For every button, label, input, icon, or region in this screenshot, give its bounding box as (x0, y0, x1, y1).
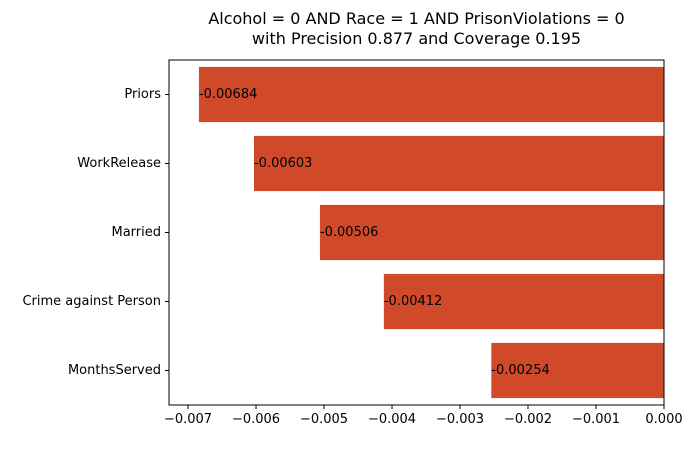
data-label: -0.00254 (491, 363, 549, 378)
x-tick-label: −0.001 (572, 412, 620, 427)
y-tick-label: MonthsServed (68, 363, 161, 378)
bar (319, 204, 664, 261)
bar (491, 342, 664, 399)
data-label: -0.00412 (384, 294, 442, 309)
x-tick-label: −0.006 (232, 412, 280, 427)
data-label: -0.00684 (199, 87, 257, 102)
chart-title: Alcohol = 0 AND Race = 1 AND PrisonViola… (208, 9, 624, 48)
x-tick-label: −0.005 (300, 412, 348, 427)
data-label: -0.00603 (254, 156, 312, 171)
x-tick-label: −0.003 (436, 412, 484, 427)
y-axis: Priors WorkRelease Married Crime against Pe… (22, 87, 169, 378)
plot-frame-border (168, 59, 665, 406)
plot-frame (168, 59, 665, 406)
bar (253, 135, 664, 192)
chart-title-line: with Precision 0.877 and Coverage 0.195 (252, 29, 581, 48)
y-tick-label: Crime against Person (22, 294, 161, 309)
x-tick-label: 0.000 (645, 412, 682, 427)
y-tick-label: Priors (124, 87, 161, 102)
x-axis: −0.007 −0.006 −0.005 −0.004 −0.003 −0.002 −0.0… (164, 405, 683, 427)
y-tick-label: Married (111, 225, 161, 240)
chart-title-line: Alcohol = 0 AND Race = 1 AND PrisonViola… (208, 9, 624, 28)
data-labels: -0.00684 -0.00603 -0.00506 -0.00412 -0.00254 (199, 87, 550, 378)
bar (383, 273, 664, 330)
bars (198, 66, 664, 399)
y-tick-label: WorkRelease (77, 156, 161, 171)
x-tick-label: −0.007 (164, 412, 212, 427)
x-tick-label: −0.004 (368, 412, 416, 427)
bar (198, 66, 664, 123)
x-tick-label: −0.002 (504, 412, 552, 427)
data-label: -0.00506 (320, 225, 378, 240)
